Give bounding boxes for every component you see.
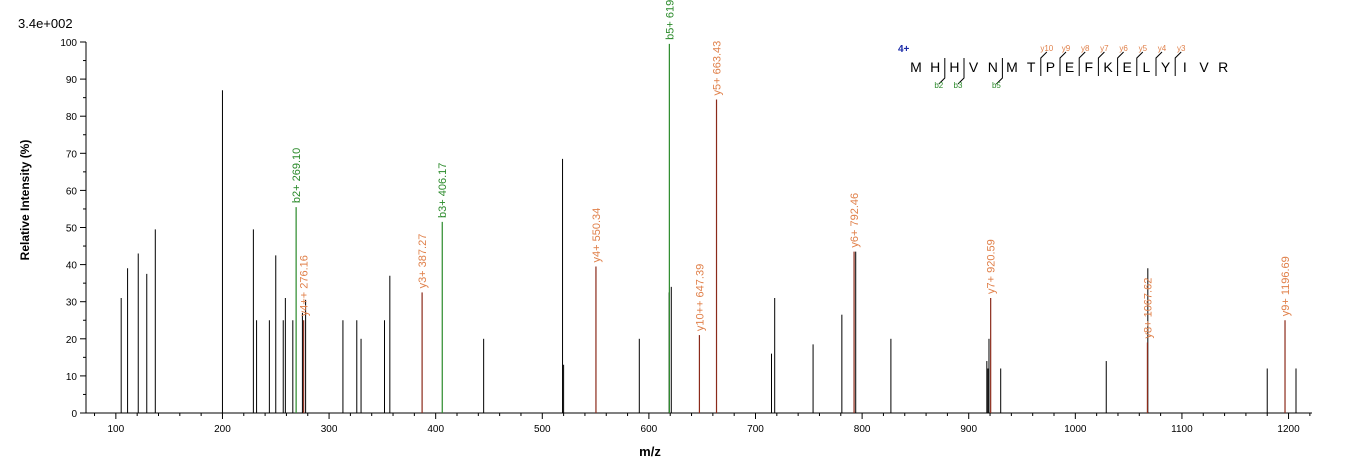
peaks-group [120, 90, 1297, 413]
x-tick-label: 700 [747, 424, 764, 435]
x-tick-label: 1000 [1064, 424, 1087, 435]
sequence-residue: E [1065, 59, 1074, 75]
sequence-residue: M [1006, 59, 1018, 75]
y-ion-label: y8 [1081, 44, 1090, 53]
y-ion-marker [1059, 51, 1067, 76]
y-ion-marker [1174, 51, 1182, 76]
y-ion-label: y6 [1119, 44, 1128, 53]
x-tick-label: 1200 [1277, 424, 1300, 435]
x-tick-label: 900 [960, 424, 977, 435]
y-ion-marker [1078, 51, 1086, 76]
b-ion-label: b5 [992, 81, 1001, 90]
max-intensity-label: 3.4e+002 [18, 16, 73, 31]
y-ion-label: y4 [1158, 44, 1167, 53]
y-ion-label: y9 [1062, 44, 1071, 53]
y-tick-label: 70 [66, 149, 78, 160]
peak-label: y9+ 1196.69 [1280, 256, 1292, 316]
y-axis-label: Relative Intensity (%) [18, 140, 32, 261]
peak-label: y6+ 792.46 [849, 193, 861, 248]
peak-label: y4+ 550.34 [591, 208, 603, 263]
x-tick-label: 500 [534, 424, 551, 435]
sequence-residue: F [1085, 59, 1094, 75]
x-axis-label: m/z [639, 444, 661, 459]
y-ion-marker [1117, 51, 1124, 76]
x-tick-label: 300 [321, 424, 338, 435]
y-tick-label: 50 [66, 224, 78, 235]
sequence-residue: L [1143, 59, 1151, 75]
y-tick-label: 40 [66, 261, 78, 272]
x-tick-label: 800 [854, 424, 871, 435]
y-tick-label: 80 [66, 112, 78, 123]
peak-label: y10++ 647.39 [694, 264, 706, 331]
y-ion-marker [1097, 51, 1105, 76]
y-ion-marker [1040, 51, 1048, 76]
sequence-residue: N [988, 59, 998, 75]
y-ion-label: y3 [1177, 44, 1186, 53]
b-ion-label: b3 [954, 81, 963, 90]
sequence-residue: V [1199, 59, 1209, 75]
y-ion-marker [1136, 51, 1144, 76]
annotated-peaks-group: b2+ 269.10 y4++ 276.16 y3+ 387.27 b3+ 406.1… [291, 0, 1292, 413]
peak-label: y8+ 1067.62 [1142, 278, 1154, 339]
b-ion-marker [938, 58, 946, 85]
y-ion-label: y10 [1040, 44, 1053, 53]
peak-label: b3+ 406.17 [437, 163, 449, 218]
y-tick-label: 90 [66, 75, 78, 86]
y-tick-label: 30 [66, 298, 78, 309]
peak-label: y5+ 663.43 [712, 41, 724, 96]
sequence-residue: R [1218, 59, 1228, 75]
sequence-residue: K [1103, 59, 1113, 75]
x-tick-label: 400 [427, 424, 444, 435]
charge-state: 4+ [898, 44, 910, 55]
peak-label: y3+ 387.27 [417, 234, 429, 289]
sequence-residue: T [1027, 59, 1036, 75]
peak-label: b5+ 619.2 [664, 0, 676, 40]
y-tick-label: 20 [66, 335, 78, 346]
sequence-residue: E [1123, 59, 1132, 75]
sequence-residue: I [1183, 59, 1187, 75]
sequence-residue: H [930, 59, 940, 75]
sequence-residue: H [949, 59, 959, 75]
y-ion-label: y7 [1100, 44, 1109, 53]
y-tick-label: 100 [60, 38, 77, 49]
axes: 100 200 300 400 500 600 700 800 900 1000 1100 1200 0… [60, 38, 1312, 435]
b-ion-marker [957, 58, 965, 85]
b-ion-label: b2 [934, 81, 943, 90]
x-tick-label: 100 [108, 424, 125, 435]
y-tick-label: 10 [66, 372, 78, 383]
y-tick-label: 60 [66, 186, 78, 197]
sequence-residue: M [910, 59, 922, 75]
y-ion-marker [1155, 51, 1163, 76]
sequence-residue: P [1046, 59, 1055, 75]
sequence-residue: V [969, 59, 979, 75]
y-tick-label: 0 [71, 409, 77, 420]
b-ion-marker [996, 58, 1003, 85]
sequence-residue: Y [1161, 59, 1171, 75]
y-ion-label: y5 [1139, 44, 1148, 53]
peak-label: y4++ 276.16 [299, 255, 311, 316]
x-tick-label: 600 [641, 424, 658, 435]
x-tick-label: 200 [214, 424, 231, 435]
peak-label: y7+ 920.59 [986, 239, 998, 294]
x-tick-label: 1100 [1171, 424, 1193, 435]
peak-label: b2+ 269.10 [291, 148, 303, 203]
